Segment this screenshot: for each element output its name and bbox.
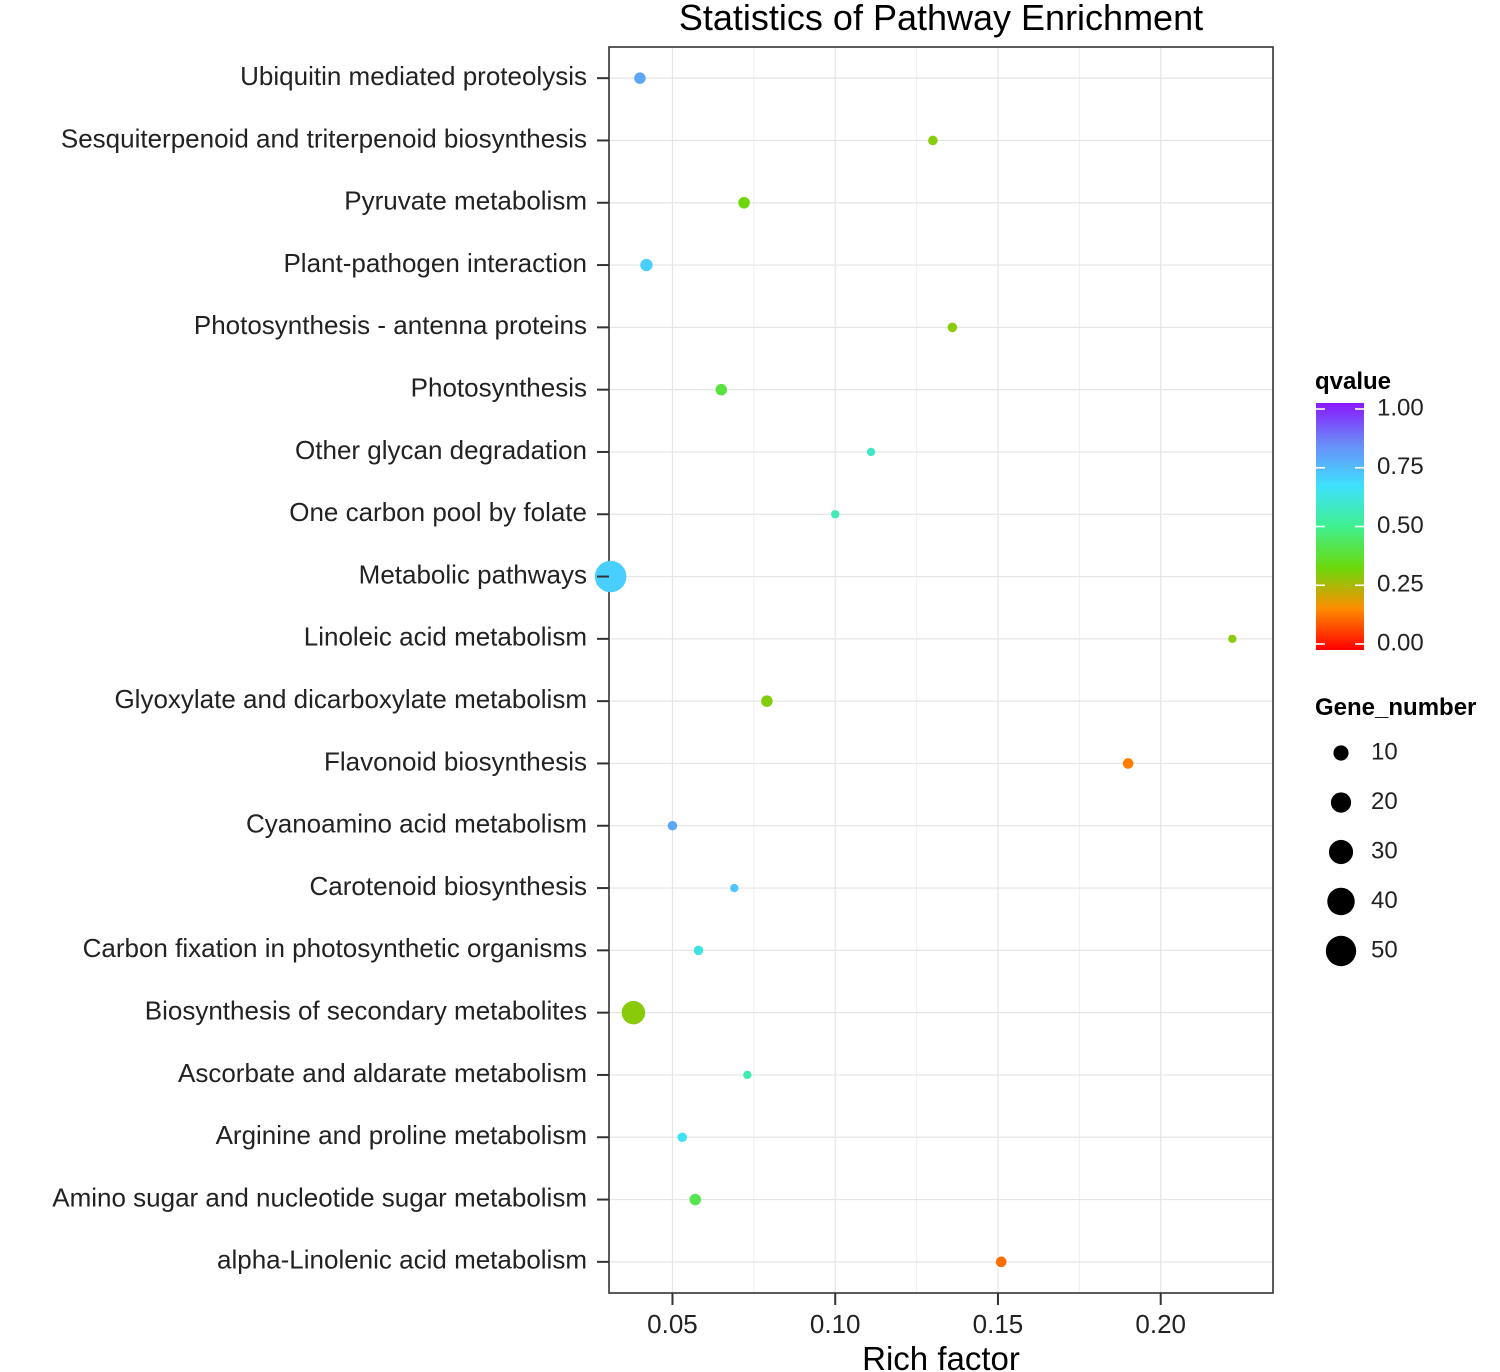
qvalue-tick-label: 1.00 — [1377, 394, 1424, 421]
data-point — [831, 510, 840, 519]
data-point — [730, 883, 739, 893]
y-tick-label: Linoleic acid metabolism — [304, 622, 587, 652]
y-tick-label: Amino sugar and nucleotide sugar metabol… — [52, 1182, 587, 1212]
gene-number-key-circle — [1328, 839, 1354, 865]
data-point — [761, 695, 773, 707]
qvalue-legend: qvalue 1.00 0.75 0.50 0.25 0.00 — [1315, 368, 1424, 656]
x-tick-label: 0.20 — [1135, 1309, 1186, 1339]
y-tick-label: Arginine and proline metabolism — [216, 1120, 587, 1150]
data-point — [689, 1193, 702, 1206]
qvalue-tick-label: 0.00 — [1377, 629, 1424, 656]
data-point — [677, 1132, 688, 1143]
data-point — [594, 560, 627, 593]
y-tick-label: Plant-pathogen interaction — [283, 248, 587, 278]
y-tick-label: Glyoxylate and dicarboxylate metabolism — [114, 684, 587, 714]
x-tick-label: 0.05 — [647, 1309, 698, 1339]
x-axis-title: Rich factor — [862, 1340, 1020, 1372]
gene-number-key-circle — [1330, 792, 1352, 813]
x-axis: 0.05 0.10 0.15 0.20 — [647, 1293, 1186, 1339]
data-point — [667, 820, 678, 831]
y-tick-label: Biosynthesis of secondary metabolites — [145, 996, 587, 1026]
gene-number-legend: Gene_number 10 20 30 40 50 — [1315, 694, 1476, 967]
y-tick-label: Cyanoamino acid metabolism — [246, 809, 587, 839]
chart-title: Statistics of Pathway Enrichment — [679, 0, 1203, 38]
x-tick-label: 0.10 — [810, 1309, 861, 1339]
y-tick-label: Ubiquitin mediated proteolysis — [240, 61, 587, 91]
qvalue-tick-label: 0.50 — [1377, 512, 1424, 539]
y-tick-label: One carbon pool by folate — [289, 497, 587, 527]
qvalue-legend-title: qvalue — [1315, 368, 1391, 395]
data-point — [743, 1070, 752, 1080]
y-tick-label: Carbon fixation in photosynthetic organi… — [83, 933, 587, 963]
y-tick-label: Photosynthesis — [411, 373, 587, 403]
data-point — [947, 322, 958, 333]
data-point — [634, 72, 646, 84]
y-tick-label: Ascorbate and aldarate metabolism — [178, 1058, 587, 1088]
y-tick-label: Flavonoid biosynthesis — [324, 746, 587, 776]
y-tick-label: Carotenoid biosynthesis — [310, 871, 588, 901]
y-tick-label: Pyruvate metabolism — [344, 186, 587, 216]
y-tick-label: Other glycan degradation — [295, 435, 587, 465]
data-point — [693, 945, 704, 956]
gene-number-key-circle — [1325, 935, 1357, 967]
data-point — [1228, 634, 1237, 644]
data-points — [594, 72, 1237, 1268]
plot-panel — [608, 46, 1274, 1294]
data-point — [738, 196, 750, 209]
data-point — [715, 383, 728, 396]
data-point — [866, 447, 876, 457]
gene-number-key-circle — [1327, 887, 1355, 916]
y-tick-label: Photosynthesis - antenna proteins — [194, 310, 587, 340]
gene-number-key-label: 30 — [1371, 837, 1398, 864]
data-point — [995, 1256, 1007, 1268]
gene-number-key-circle — [1333, 745, 1349, 761]
data-point — [621, 1000, 646, 1025]
qvalue-tick-label: 0.75 — [1377, 453, 1424, 480]
data-point — [640, 258, 653, 272]
gene-number-key-label: 10 — [1371, 738, 1398, 765]
y-tick-label: alpha-Linolenic acid metabolism — [217, 1245, 587, 1275]
y-axis: Ubiquitin mediated proteolysis Sesquiterp… — [52, 61, 609, 1275]
gene-number-key-label: 50 — [1371, 936, 1398, 963]
gene-number-key-label: 20 — [1371, 788, 1398, 815]
data-point — [1122, 758, 1134, 769]
x-tick-label: 0.15 — [973, 1309, 1024, 1339]
data-point — [928, 135, 938, 146]
y-tick-label: Metabolic pathways — [359, 559, 587, 589]
y-tick-label: Sesquiterpenoid and triterpenoid biosynt… — [61, 123, 587, 153]
gene-number-legend-title: Gene_number — [1315, 694, 1476, 721]
grid-lines — [609, 47, 1273, 1293]
qvalue-tick-label: 0.25 — [1377, 571, 1424, 598]
gene-number-key-label: 40 — [1371, 887, 1398, 914]
